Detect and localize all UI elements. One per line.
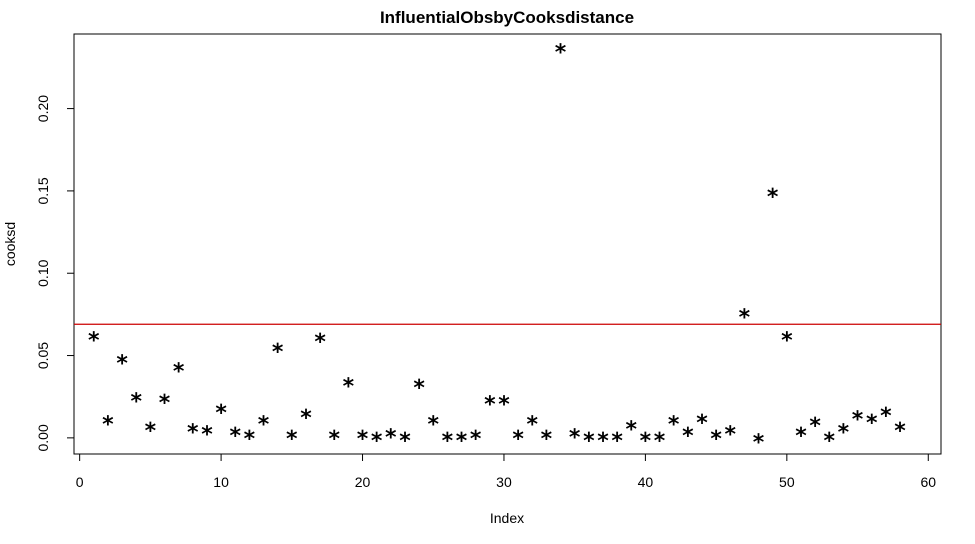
data-point: *: [427, 412, 439, 437]
x-tick-label: 30: [496, 474, 512, 490]
data-point: *: [173, 360, 185, 385]
data-point: *: [866, 411, 878, 436]
data-point: *: [640, 429, 652, 454]
data-point: *: [809, 414, 821, 439]
data-point: *: [343, 375, 355, 400]
data-point: *: [541, 427, 553, 452]
data-point: *: [569, 426, 581, 451]
data-point: *: [442, 429, 454, 454]
data-point: *: [710, 427, 722, 452]
chart-title: InfluentialObsbyCooksdistance: [380, 8, 634, 27]
data-point: *: [795, 424, 807, 449]
data-point: *: [498, 393, 510, 418]
data-point: *: [187, 421, 199, 446]
x-tick-label: 20: [355, 474, 371, 490]
data-point: *: [272, 340, 284, 365]
data-point: *: [286, 427, 298, 452]
data-point: *: [215, 401, 227, 426]
x-tick-label: 0: [76, 474, 84, 490]
data-point: *: [328, 427, 340, 452]
y-tick-label: 0.20: [35, 95, 51, 122]
data-point: *: [611, 429, 623, 454]
data-point: *: [357, 427, 369, 452]
y-tick-label: 0.05: [35, 342, 51, 369]
x-axis-label: Index: [490, 510, 524, 526]
data-point: *: [654, 429, 666, 454]
data-point: *: [116, 351, 128, 376]
data-point: *: [597, 429, 609, 454]
data-point: *: [696, 411, 708, 436]
y-axis: 0.00 0.05 0.10 0.15 0.20: [35, 95, 75, 451]
y-tick-label: 0.10: [35, 259, 51, 286]
data-points: ******** *** ********* * * **** * ** ****** * * * * *…: [88, 40, 906, 455]
data-point: *: [300, 406, 312, 431]
data-point: *: [88, 328, 100, 353]
data-point: *: [314, 330, 326, 355]
data-point: *: [399, 429, 411, 454]
data-point: *: [838, 421, 850, 446]
data-point: *: [385, 426, 397, 451]
data-point: *: [130, 389, 142, 414]
data-point: *: [484, 393, 496, 418]
data-point: *: [824, 429, 836, 454]
data-point: *: [229, 424, 241, 449]
data-point: *: [456, 429, 468, 454]
data-point: *: [739, 305, 751, 330]
data-point: *: [852, 407, 864, 432]
x-tick-label: 50: [779, 474, 795, 490]
data-point: *: [244, 427, 256, 452]
data-point: *: [258, 412, 270, 437]
data-point: *: [767, 185, 779, 210]
data-point: *: [753, 431, 765, 456]
data-point: *: [668, 412, 680, 437]
y-tick-label: 0.15: [35, 177, 51, 204]
x-tick-label: 60: [920, 474, 936, 490]
data-point: *: [682, 424, 694, 449]
data-point: *: [512, 427, 524, 452]
data-point: *: [880, 404, 892, 429]
data-point: *: [413, 376, 425, 401]
data-point: *: [102, 412, 114, 437]
data-point: *: [201, 422, 213, 447]
x-axis: 0 10 20 30 40 50 60: [76, 453, 936, 490]
data-point: *: [583, 429, 595, 454]
data-point: *: [781, 328, 793, 353]
data-point: *: [145, 419, 157, 444]
x-tick-label: 40: [638, 474, 654, 490]
data-point: *: [371, 429, 383, 454]
data-point: *: [526, 412, 538, 437]
data-point: *: [159, 391, 171, 416]
data-point: *: [470, 427, 482, 452]
data-point: *: [894, 419, 906, 444]
data-point: *: [625, 417, 637, 442]
data-point: *: [555, 40, 567, 65]
data-point: *: [725, 422, 737, 447]
x-tick-label: 10: [213, 474, 229, 490]
y-tick-label: 0.00: [35, 424, 51, 451]
plot-frame: [73, 33, 942, 455]
y-axis-label: cooksd: [2, 222, 18, 266]
